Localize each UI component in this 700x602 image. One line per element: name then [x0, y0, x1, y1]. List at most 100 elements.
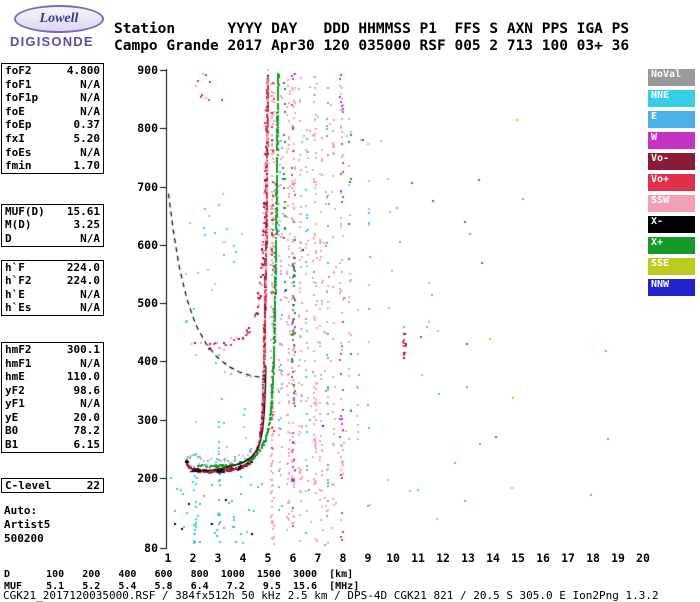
- param-label: fmin: [5, 159, 32, 173]
- y-tick-label: 800: [137, 121, 158, 136]
- param-value: 98.6: [73, 383, 101, 397]
- param-row: foF1 N/A: [2, 78, 103, 92]
- param-label: C-level: [5, 478, 52, 492]
- lowell-logo: Lowell DIGISONDE: [8, 4, 112, 50]
- param-value: N/A: [80, 397, 100, 411]
- param-value: 20.0: [73, 410, 101, 424]
- param-value: 78.2: [73, 424, 101, 438]
- x-tick-label: 15: [511, 551, 525, 565]
- param-label: foE: [5, 104, 25, 118]
- param-group: MUF(D) 15.61 M(D) 3.25 D N/A: [1, 203, 104, 247]
- param-label: h`E: [5, 287, 25, 301]
- param-label: foF1p: [5, 91, 39, 105]
- param-row: foE N/A: [2, 105, 103, 119]
- param-label: foEs: [5, 145, 32, 159]
- param-value: 3.25: [73, 218, 101, 232]
- param-label: fxI: [5, 131, 25, 145]
- y-tick-label: 700: [137, 179, 158, 194]
- param-value: 300.1: [66, 342, 100, 356]
- legend-item-vominus: Vo-: [648, 153, 695, 170]
- param-value: 22: [86, 478, 100, 492]
- legend-item-sse: SSE: [648, 258, 695, 275]
- param-label: hmF1: [5, 356, 32, 370]
- y-tick-label: 900: [137, 63, 158, 77]
- x-tick-label: 7: [314, 551, 322, 565]
- x-tick-label: 2: [189, 551, 197, 565]
- param-row: yF2 98.6: [2, 384, 103, 398]
- y-tick-label: 400: [137, 354, 158, 369]
- logo-brand: Lowell: [39, 11, 79, 26]
- param-group: foF2 4.800 foF1 N/A foF1p N/A foE N/A foEp 0.37 fx…: [1, 63, 104, 174]
- muf-row: MUF 5.1 5.2 5.4 5.8 6.4 7.2 9.5 15.6 [MH…: [4, 581, 360, 592]
- param-value: N/A: [80, 301, 100, 315]
- param-label: h`F2: [5, 274, 32, 288]
- y-tick-label: 300: [137, 412, 158, 427]
- header-line2: Campo Grande 2017 Apr30 120 035000 RSF 0…: [114, 38, 630, 54]
- x-tick-label: 19: [611, 551, 625, 565]
- legend-item-nnw: NNW: [648, 279, 695, 296]
- param-row: foEs N/A: [2, 146, 103, 160]
- param-row: hmF2 300.1: [2, 343, 103, 357]
- auto-block-line: Auto:: [4, 504, 38, 518]
- param-group: C-level 22: [1, 477, 104, 494]
- param-label: yF1: [5, 397, 25, 411]
- legend-item-e: E: [648, 111, 695, 128]
- param-value: N/A: [80, 231, 100, 245]
- param-row: h`F2 224.0: [2, 274, 103, 288]
- param-row: hmE 110.0: [2, 370, 103, 384]
- param-label: hmF2: [5, 342, 32, 356]
- param-row: h`Es N/A: [2, 301, 103, 315]
- y-tick-label: 200: [137, 471, 158, 486]
- param-label: foEp: [5, 118, 32, 132]
- legend-item-ssw: SSW: [648, 195, 695, 212]
- x-tick-label: 3: [214, 551, 222, 565]
- legend-item-xminus: X-: [648, 216, 695, 233]
- legend-item-xplus: X+: [648, 237, 695, 254]
- param-value: N/A: [80, 77, 100, 91]
- param-label: M(D): [5, 218, 32, 232]
- status-line: CGK21_2017120035000.RSF / 384fx512h 50 k…: [3, 589, 659, 602]
- param-row: B1 6.15: [2, 438, 103, 452]
- param-value: N/A: [80, 356, 100, 370]
- param-group: h`F 224.0 h`F2 224.0 h`E N/A h`Es N/A: [1, 259, 104, 316]
- param-value: N/A: [80, 287, 100, 301]
- param-label: foF1: [5, 77, 32, 91]
- y-tick-label: 600: [137, 237, 158, 252]
- param-value: 224.0: [66, 260, 100, 274]
- logo-product: DIGISONDE: [10, 34, 94, 49]
- legend-item-voplus: Vo+: [648, 174, 695, 191]
- legend-item-noval: NoVal: [648, 69, 695, 86]
- param-label: yE: [5, 410, 19, 424]
- x-tick-label: 11: [411, 551, 425, 565]
- x-tick-label: 18: [586, 551, 600, 565]
- x-tick-label: 1: [164, 551, 172, 565]
- auto-block-line: 500200: [4, 531, 44, 545]
- param-label: h`Es: [5, 301, 32, 315]
- param-label: B1: [5, 438, 19, 452]
- param-value: 5.20: [73, 131, 101, 145]
- y-tick-label: 80: [144, 541, 158, 555]
- param-group: hmF2 300.1 hmF1 N/A hmE 110.0 yF2 98.6 yF1 N/A yE 2…: [1, 341, 104, 453]
- param-row: fxI 5.20: [2, 132, 103, 146]
- param-label: hmE: [5, 370, 25, 384]
- auto-block-line: Artist5: [4, 517, 51, 531]
- param-label: MUF(D): [5, 204, 45, 218]
- legend-item-w: W: [648, 132, 695, 149]
- x-tick-label: 17: [561, 551, 575, 565]
- x-tick-label: 12: [436, 551, 450, 565]
- param-value: N/A: [80, 104, 100, 118]
- param-value: 1.70: [73, 159, 101, 173]
- param-row: yE 20.0: [2, 411, 103, 425]
- param-value: 224.0: [66, 274, 100, 288]
- param-row: h`F 224.0: [2, 261, 103, 275]
- x-tick-label: 5: [264, 551, 272, 565]
- logo-ellipse: Lowell: [14, 5, 104, 33]
- param-label: foF2: [5, 64, 32, 77]
- param-value: 4.800: [66, 64, 100, 77]
- x-tick-label: 13: [461, 551, 475, 565]
- header-line1: Station YYYY DAY DDD HHMMSS P1 FFS S AXN…: [114, 21, 630, 37]
- param-row: M(D) 3.25: [2, 218, 103, 232]
- distance-row: D 100 200 400 600 800 1000 1500 3000 [km…: [4, 569, 354, 580]
